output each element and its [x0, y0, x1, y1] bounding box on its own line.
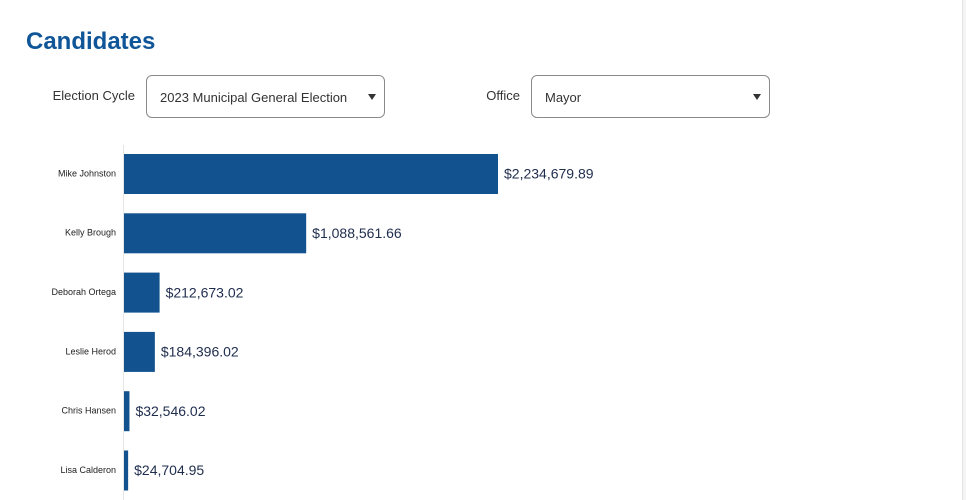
- select-value: 2023 Municipal General Election: [160, 90, 348, 105]
- chart: Mike Johnston $2,234,679.89 Kelly Brough $1…: [51, 145, 594, 500]
- value-label: $24,704.95: [134, 462, 204, 478]
- bar: [124, 154, 498, 194]
- value-label: $212,673.02: [166, 284, 244, 300]
- bar: [124, 391, 130, 432]
- bar: [124, 213, 307, 254]
- category-label: Lisa Calderon: [60, 465, 116, 475]
- dropdown-arrow: [753, 94, 761, 100]
- office-select[interactable]: Mayor: [531, 75, 770, 118]
- category-label: Deborah Ortega: [51, 287, 116, 297]
- bar: [124, 331, 155, 372]
- category-label: Mike Johnston: [58, 168, 116, 178]
- election-cycle-select[interactable]: 2023 Municipal General Election: [146, 75, 385, 118]
- filter-label: Office: [486, 88, 520, 103]
- category-label: Kelly Brough: [65, 228, 116, 238]
- filter-label: Election Cycle: [52, 88, 135, 103]
- page-title: Candidates: [26, 28, 156, 55]
- value-label: $2,234,679.89: [504, 166, 594, 182]
- bar: [124, 272, 160, 313]
- category-label: Chris Hansen: [61, 406, 116, 416]
- dropdown-arrow: [368, 94, 376, 100]
- bar: [124, 450, 129, 491]
- category-label: Leslie Herod: [65, 346, 116, 356]
- value-label: $184,396.02: [161, 344, 239, 360]
- value-label: $1,088,561.66: [312, 225, 402, 241]
- value-label: $32,546.02: [135, 403, 205, 419]
- select-value: Mayor: [545, 90, 582, 105]
